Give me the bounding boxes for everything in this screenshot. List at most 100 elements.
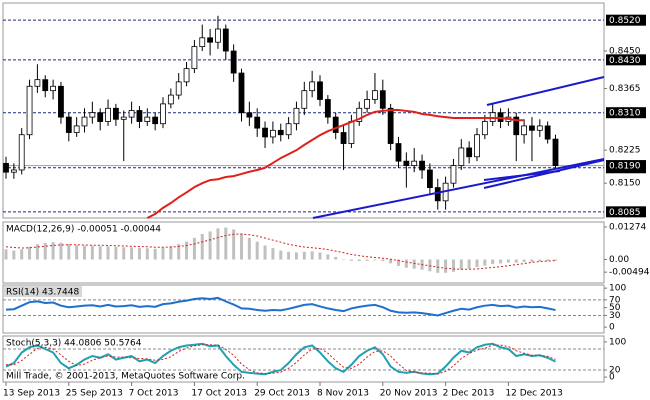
candle-body <box>42 79 49 92</box>
macd-bar <box>153 248 157 260</box>
stoch-panel <box>2 335 605 383</box>
macd-bar <box>130 247 134 260</box>
macd-bar <box>255 241 259 260</box>
candle-body <box>544 125 551 140</box>
rsi-title-background <box>4 286 82 297</box>
macd-bar <box>451 259 455 272</box>
moving-average <box>146 109 525 219</box>
macd-bar <box>185 241 189 260</box>
macd-bar <box>145 248 149 260</box>
macd-bar <box>192 237 196 260</box>
macd-bar <box>271 248 275 260</box>
macd-bar <box>114 246 118 260</box>
macd-bar <box>240 233 243 260</box>
y-tick-label: 0.8150 <box>609 179 641 189</box>
macd-bar <box>83 245 86 260</box>
candle-body <box>309 81 316 92</box>
candle-body <box>50 85 56 92</box>
candle-body <box>3 162 9 173</box>
macd-bar <box>35 244 39 260</box>
macd-bar <box>318 252 322 260</box>
rsi-panel <box>2 284 605 334</box>
candle-body <box>293 107 300 125</box>
macd-bar <box>334 256 338 260</box>
macd-bar <box>287 251 291 260</box>
macd-bar <box>389 259 393 264</box>
macd-bar <box>538 259 542 262</box>
macd-bar <box>491 259 495 265</box>
level-label-box <box>606 54 646 66</box>
candle-body <box>403 160 410 166</box>
macd-bar <box>177 244 181 260</box>
macd-bar <box>444 259 448 273</box>
macd-bar <box>137 247 141 260</box>
candle-body <box>167 94 174 105</box>
y-tick-label: 100 <box>609 337 626 347</box>
main-panel <box>2 2 605 219</box>
macd-bar <box>554 259 557 261</box>
panel-title: MACD(12,26,9) -0.00051 -0.00044 <box>6 225 161 235</box>
candle-body <box>183 68 190 83</box>
candle-body <box>128 110 135 118</box>
indicator-line <box>5 296 556 317</box>
candle-body <box>458 147 465 166</box>
macd-bar <box>342 259 346 261</box>
macd-bar <box>67 244 71 260</box>
candle-body <box>222 28 229 52</box>
annotation: Mill Trade, © 2001-2013, MetaQuotes Soft… <box>6 372 245 382</box>
x-tick-label: 25 Sep 2013 <box>66 389 123 399</box>
macd-bar <box>106 246 110 260</box>
candle-body <box>426 169 433 189</box>
current-price-label-box <box>606 160 646 172</box>
current-price-label: 0.8190 <box>609 162 641 172</box>
macd-bar <box>499 259 503 264</box>
y-tick-label: 50 <box>609 303 621 313</box>
macd-bar <box>397 259 400 266</box>
macd-bar <box>459 259 463 270</box>
candle-body <box>317 81 323 100</box>
y-tick-label: 0 <box>609 373 615 383</box>
trendlines <box>312 76 605 219</box>
x-tick-label: 7 Oct 2013 <box>129 389 179 399</box>
indicator-line <box>6 344 556 375</box>
macd-bar <box>294 252 298 260</box>
candle-body <box>262 127 268 138</box>
candle-body <box>215 28 221 43</box>
macd-bar <box>506 259 510 263</box>
candle-body <box>120 116 127 120</box>
macd-bar <box>20 249 24 260</box>
level-label: 0.8310 <box>609 109 641 119</box>
macd-bar <box>357 259 361 262</box>
trendline <box>483 170 561 181</box>
macd-bar <box>263 245 267 260</box>
macd-bar <box>412 259 416 269</box>
candle-body <box>34 79 41 87</box>
macd-bar <box>483 259 487 266</box>
macd-bar <box>216 228 220 260</box>
candle-body <box>81 116 88 127</box>
x-tick-label: 2 Dec 2013 <box>443 389 495 399</box>
candle-body <box>152 116 159 125</box>
macd-bar <box>326 254 330 260</box>
candle-body <box>277 129 284 136</box>
candle-body <box>411 160 418 166</box>
macd-bar <box>169 246 173 260</box>
macd-bar <box>467 259 471 269</box>
candle-body <box>529 125 535 131</box>
macd-bar <box>475 259 479 268</box>
level-label-box <box>606 14 646 26</box>
candle-body <box>356 107 363 122</box>
macd-bar <box>4 249 8 260</box>
candle-body <box>144 116 151 122</box>
candle-body <box>536 125 543 131</box>
y-tick-label: 0.8450 <box>609 47 641 57</box>
y-tick-label: 20 <box>609 366 621 376</box>
candle-body <box>387 107 394 144</box>
indicator-line <box>5 342 556 376</box>
candle-body <box>481 121 488 136</box>
candle-body <box>450 165 457 184</box>
y-tick-label: 0.8365 <box>609 84 641 94</box>
macd-bar <box>75 245 79 260</box>
candle-body <box>521 125 527 136</box>
